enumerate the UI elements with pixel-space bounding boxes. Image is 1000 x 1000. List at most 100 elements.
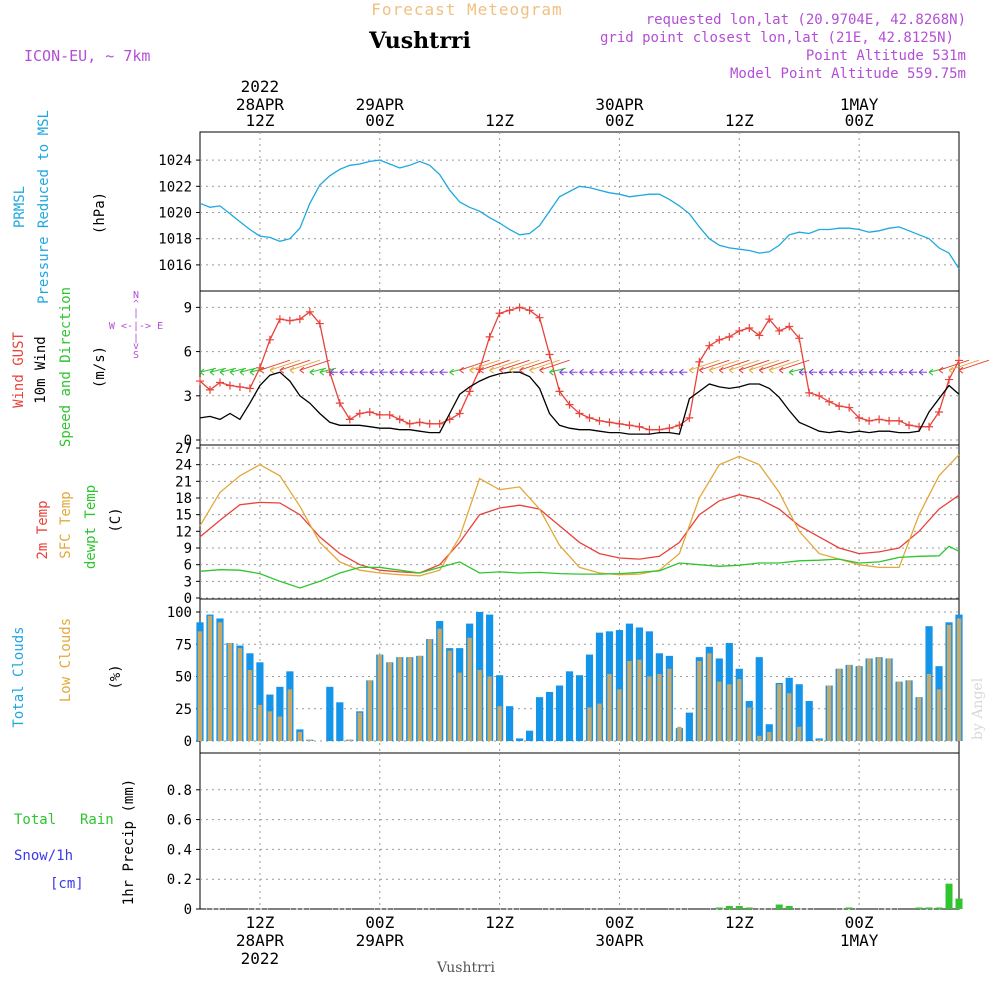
gust-marker — [625, 421, 634, 430]
wind-arrow-head — [259, 366, 265, 374]
rain-bar — [785, 906, 793, 909]
gust-marker — [565, 400, 574, 409]
wind-ytick-label: 6 — [184, 345, 192, 361]
low-clouds-bar — [427, 639, 432, 741]
wind-arrow-head — [229, 368, 235, 376]
wind-arrow — [219, 367, 237, 373]
marks-layer — [196, 159, 990, 910]
wind-arrow-head — [269, 366, 275, 374]
wind-arrow — [769, 359, 800, 371]
wind-arrow — [938, 359, 970, 371]
low-clouds-bar — [956, 618, 962, 741]
rain-bar — [935, 907, 943, 909]
temp-label-sfc: SFC Temp — [58, 491, 74, 558]
gust-marker — [825, 397, 834, 406]
rain-bar — [925, 907, 933, 909]
low-clouds-bar — [257, 704, 263, 741]
temp-ytick-label: 6 — [184, 558, 192, 574]
wind-arrow-head — [469, 366, 474, 374]
wind-arrow-head — [339, 368, 345, 376]
compass-n: N — [133, 290, 139, 301]
credit-watermark: by Angel — [970, 677, 986, 740]
precip-ytick-label: 0.4 — [167, 842, 192, 858]
low-clouds-bar — [926, 673, 932, 741]
low-clouds-bar — [727, 684, 732, 741]
gust-marker — [905, 421, 914, 430]
gust-marker — [855, 413, 864, 422]
gust-marker — [745, 324, 754, 332]
requested-coords: requested lon,lat (20.9704E, 42.8268N) — [646, 12, 966, 28]
precip-frame — [199, 752, 960, 910]
bottom-time-label: 29APR — [356, 931, 405, 950]
low-clouds-bar — [417, 655, 422, 741]
low-clouds-bar — [407, 657, 412, 741]
low-clouds-bar — [377, 654, 382, 741]
bottom-time-label: 12Z — [725, 913, 754, 932]
wind-arrow-head — [379, 368, 385, 376]
gust-marker — [305, 307, 314, 316]
bottom-time-label: 00Z — [605, 913, 634, 932]
gust-marker — [525, 306, 534, 315]
gust-marker — [415, 418, 424, 427]
low-clouds-bar — [856, 666, 862, 741]
low-clouds-bar — [876, 657, 882, 741]
wind-arrow-head — [409, 368, 415, 376]
total-clouds-bar — [336, 702, 344, 741]
total-clouds-bar — [555, 685, 564, 741]
low-clouds-bar — [297, 731, 303, 741]
gust-marker — [375, 410, 384, 419]
gust-marker — [515, 303, 524, 312]
wind-arrow — [279, 359, 311, 371]
gust-marker — [555, 387, 564, 396]
top-time-label: 30APR — [595, 95, 644, 114]
rain-bar — [955, 898, 963, 909]
low-clouds-bar — [866, 658, 872, 741]
meteogram-subtitle: Forecast Meteogram — [371, 0, 562, 19]
10m-wind-line — [199, 371, 960, 435]
grid-point-coords: grid point closest lon,lat (21E, 42.8125… — [600, 30, 954, 46]
pressure-ytick-label: 1020 — [158, 206, 192, 222]
low-clouds-bar — [227, 642, 233, 741]
low-clouds-bar — [886, 658, 892, 741]
pressure-ytick-label: 1024 — [158, 153, 192, 169]
wind-arrow-head — [669, 368, 674, 376]
low-clouds-bar — [437, 628, 442, 741]
wind-label-10m: 10m Wind — [33, 336, 49, 403]
gust-marker — [875, 415, 884, 424]
compass-we: W <-|-> E — [109, 321, 163, 332]
rain-bar — [735, 906, 743, 909]
low-clouds-bar — [617, 689, 622, 741]
wind-arrow — [489, 359, 520, 371]
low-clouds-bar — [597, 703, 602, 741]
low-clouds-bar — [487, 676, 492, 741]
gust-marker — [395, 415, 404, 424]
2m-temp-line — [199, 494, 960, 574]
wind-arrow — [199, 367, 217, 373]
wind-arrow — [719, 359, 750, 371]
wind-arrow-head — [738, 366, 744, 374]
top-time-label: 28APR — [236, 95, 285, 114]
gust-marker — [295, 315, 304, 324]
gust-marker — [405, 419, 414, 428]
top-time-label: 00Z — [845, 111, 874, 130]
wind-arrow-head — [329, 368, 335, 376]
temp-frame — [199, 444, 960, 600]
top-time-label: 00Z — [605, 111, 634, 130]
wind-arrow-head — [838, 368, 844, 376]
gust-marker — [425, 419, 434, 428]
wind-arrow-head — [299, 366, 305, 374]
point-altitude: Point Altitude 531m — [806, 48, 966, 64]
gust-marker — [455, 409, 464, 418]
low-clouds-bar — [397, 657, 402, 741]
wind-arrow-head — [479, 366, 484, 374]
gust-marker — [545, 350, 554, 359]
low-clouds-bar — [207, 615, 213, 741]
wind-arrow-head — [529, 366, 534, 374]
gust-marker — [645, 425, 654, 434]
wind-arrow-head — [279, 366, 285, 374]
pressure-ytick-label: 1016 — [158, 258, 192, 274]
gust-marker — [225, 381, 234, 390]
low-clouds-bar — [447, 650, 452, 741]
low-clouds-bar — [357, 712, 362, 741]
